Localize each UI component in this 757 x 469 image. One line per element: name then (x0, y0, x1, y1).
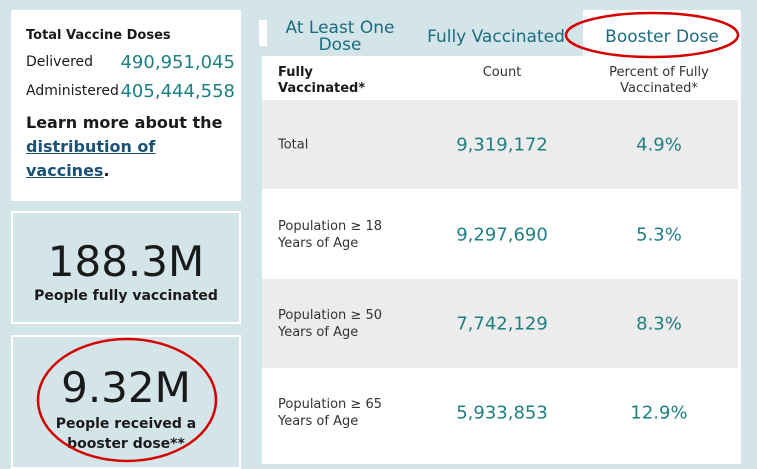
fully-vaccinated-label: People fully vaccinated (34, 288, 218, 304)
doses-title: Total Vaccine Doses (26, 28, 171, 43)
row-count: 9,319,172 (456, 134, 548, 155)
header-percent: Percent of Fully Vaccinated* (609, 65, 709, 96)
fully-vaccinated-stat: 188.3M People fully vaccinated (11, 211, 241, 324)
header-count: Count (482, 65, 522, 80)
delivered-value: 490,951,045 (120, 52, 235, 73)
booster-stat: 9.32M People received a booster dose** (11, 335, 241, 469)
tab-corner-decoration (259, 20, 267, 46)
total-doses-card: Total Vaccine Doses Delivered 490,951,04… (11, 10, 241, 201)
learn-prefix: Learn more about the (26, 113, 223, 132)
row-percent: 8.3% (636, 313, 682, 334)
vaccination-table-panel: At Least One Dose Fully Vaccinated Boost… (259, 8, 749, 464)
row-percent: 12.9% (630, 402, 688, 423)
row-label: Total (278, 137, 309, 152)
administered-value: 405,444,558 (120, 81, 235, 102)
booster-table: Fully Vaccinated* People with a Count Pe… (262, 56, 741, 464)
tab-at-least-one-dose[interactable]: At Least One Dose (285, 18, 395, 55)
delivered-label: Delivered (26, 54, 94, 70)
row-percent: 4.9% (636, 134, 682, 155)
table-row: Total 9,319,172 4.9% (262, 100, 738, 189)
fully-vaccinated-value: 188.3M (47, 237, 205, 286)
administered-label: Administered (26, 83, 119, 99)
booster-value: 9.32M (61, 363, 191, 412)
booster-label: People received a booster dose** (55, 416, 197, 452)
row-count: 7,742,129 (456, 313, 548, 334)
table-row: Population ≥ 50 Years of Age 7,742,129 8… (262, 279, 738, 368)
learn-more-text: Learn more about the distribution of vac… (26, 111, 231, 183)
row-percent: 5.3% (636, 224, 682, 245)
learn-suffix: . (103, 161, 110, 180)
row-label: Population ≥ 50 Years of Age (278, 307, 382, 340)
table-row: Population ≥ 65 Years of Age 5,933,853 1… (262, 368, 738, 457)
table-row: Population ≥ 18 Years of Age 9,297,690 5… (262, 190, 738, 279)
tab-fully-vaccinated[interactable]: Fully Vaccinated (427, 26, 565, 47)
row-count: 5,933,853 (456, 402, 548, 423)
header-population: Fully Vaccinated* People with a (278, 65, 366, 96)
row-label: Population ≥ 65 Years of Age (278, 396, 382, 429)
row-label: Population ≥ 18 Years of Age (278, 218, 382, 251)
row-count: 9,297,690 (456, 224, 548, 245)
distribution-link[interactable]: distribution of vaccines (26, 137, 156, 180)
